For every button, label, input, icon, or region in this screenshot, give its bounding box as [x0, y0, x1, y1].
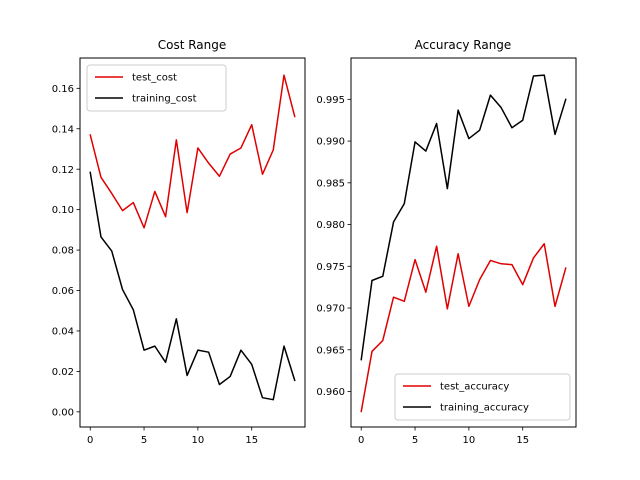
cost-y-tick-label: 0.02: [52, 367, 74, 378]
legend-label-training-accuracy: training_accuracy: [440, 403, 529, 414]
series-line-test-accuracy: [360, 243, 567, 413]
series-line-test-cost: [89, 74, 296, 229]
cost-y-tick-label: 0.12: [52, 165, 74, 176]
cost-range-chart: Cost Range 0 5 10 15 0.00 0.02 0.04 0.06 0.08 0.1…: [52, 38, 306, 446]
accuracy-y-tick-label: 0.990: [316, 137, 345, 148]
accuracy-plot-area: [351, 58, 576, 427]
accuracy-y-tick-label: 0.975: [316, 262, 345, 273]
cost-series-group: [89, 74, 296, 401]
accuracy-range-chart: Accuracy Range 0 5 10 15 0.960 0.965 0.970 0.97…: [316, 38, 577, 446]
cost-y-tick-label: 0.14: [52, 124, 74, 135]
accuracy-x-tick-label: 5: [412, 435, 418, 446]
cost-y-tick-label: 0.00: [52, 407, 74, 418]
legend-label-training-cost: training_cost: [132, 94, 197, 105]
cost-chart-title: Cost Range: [158, 38, 227, 52]
cost-y-tick-label: 0.10: [52, 205, 74, 216]
accuracy-y-tick-label: 0.985: [316, 178, 345, 189]
accuracy-y-tick-label: 0.970: [316, 304, 345, 315]
cost-x-tick-label: 15: [245, 435, 258, 446]
cost-y-tick-label: 0.08: [52, 246, 74, 257]
series-line-training-accuracy: [360, 74, 567, 361]
accuracy-x-tick-label: 10: [463, 435, 476, 446]
accuracy-series-group: [360, 74, 567, 413]
series-line-training-cost: [89, 171, 296, 401]
accuracy-axes: 0 5 10 15 0.960 0.965 0.970 0.975 0.980 0.985 0.99…: [316, 95, 529, 446]
legend-label-test-cost: test_cost: [132, 73, 177, 84]
accuracy-plot-frame: [350, 57, 577, 428]
accuracy-y-tick-label: 0.995: [316, 95, 345, 106]
cost-legend: test_cost training_cost: [86, 64, 227, 112]
accuracy-legend-box: [394, 373, 571, 421]
accuracy-y-tick-label: 0.965: [316, 345, 345, 356]
accuracy-x-tick-label: 0: [358, 435, 364, 446]
cost-x-tick-label: 10: [192, 435, 205, 446]
cost-plot-area: [80, 58, 305, 427]
cost-y-tick-label: 0.16: [52, 84, 74, 95]
accuracy-y-tick-label: 0.960: [316, 387, 345, 398]
cost-x-tick-label: 5: [141, 435, 147, 446]
accuracy-legend: test_accuracy training_accuracy: [394, 373, 571, 421]
cost-y-tick-label: 0.04: [52, 327, 74, 338]
accuracy-y-tick-label: 0.980: [316, 220, 345, 231]
cost-axes: 0 5 10 15 0.00 0.02 0.04 0.06 0.08 0.10 0.12 0.14 0.…: [52, 84, 258, 446]
cost-y-tick-label: 0.06: [52, 286, 74, 297]
accuracy-chart-title: Accuracy Range: [415, 38, 512, 52]
cost-x-tick-label: 0: [87, 435, 93, 446]
cost-plot-frame: [79, 57, 306, 428]
legend-label-test-accuracy: test_accuracy: [440, 382, 509, 393]
accuracy-x-tick-label: 15: [516, 435, 529, 446]
